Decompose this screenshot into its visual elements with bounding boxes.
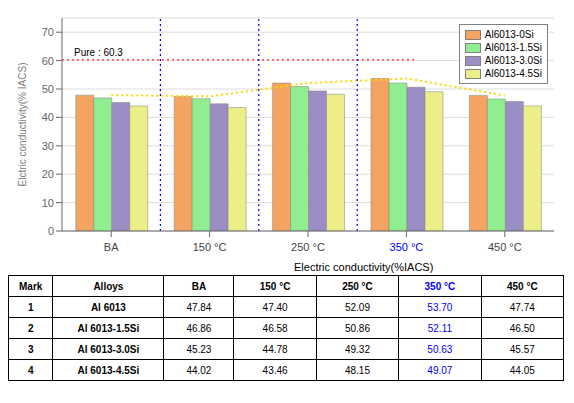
svg-text:30: 30 [42,140,54,152]
html-text:53.70: 53.70 [427,301,453,313]
html-text:Al6013-0Si: Al6013-0Si [484,29,534,40]
html-text:Al 6013-3.0Si: Al 6013-3.0Si [77,343,140,355]
html-text:2: 2 [27,322,34,334]
html-text:46.86: 46.86 [186,322,212,334]
html-text:45.57: 45.57 [509,343,535,355]
html-text:49.07: 49.07 [427,364,453,376]
html-text:47.40: 47.40 [262,301,288,313]
svg-text:250 °C: 250 °C [291,241,325,253]
html-text:4: 4 [27,364,34,376]
svg-text:70: 70 [42,26,54,38]
html-text:Al 6013-4.5Si: Al 6013-4.5Si [77,364,140,376]
svg-text:10: 10 [42,197,54,209]
html-text:Al6013-1.5Si: Al6013-1.5Si [484,42,542,53]
svg-text:20: 20 [42,168,54,180]
html-text:1: 1 [27,301,34,313]
html-text:44.02: 44.02 [186,364,212,376]
html-text:47.74: 47.74 [509,301,535,313]
html-text:48.15: 48.15 [345,364,370,376]
html-text:50.86: 50.86 [345,322,370,334]
html-text:47.84: 47.84 [186,301,212,313]
html-text:150 °C: 150 °C [259,280,291,292]
html-text:Electric conductivity(%IACS): Electric conductivity(%IACS) [294,261,434,273]
html-text:44.78: 44.78 [262,343,288,355]
html-text:44.05: 44.05 [509,364,535,376]
html-text:49.32: 49.32 [345,343,370,355]
html-text:43.46: 43.46 [262,364,288,376]
html-text:45.23: 45.23 [186,343,212,355]
svg-text:150 °C: 150 °C [193,241,227,253]
html-text:Al 6013-1.5Si: Al 6013-1.5Si [77,322,140,334]
svg-text:Elctric conductivity(% IACS): Elctric conductivity(% IACS) [17,63,28,187]
svg-text:450 °C: 450 °C [488,241,522,253]
html-text:Al6013-4.5Si: Al6013-4.5Si [484,68,542,79]
svg-text:Pure : 60.3: Pure : 60.3 [74,47,123,58]
html-text:3: 3 [27,343,34,355]
html-text:Alloys: Alloys [93,280,124,292]
html-text:250 °C: 250 °C [342,280,373,292]
svg-text:60: 60 [42,55,54,67]
svg-text:40: 40 [42,111,54,123]
svg-text:50: 50 [42,83,54,95]
html-text:350 °C: 350 °C [424,280,456,292]
svg-text:BA: BA [104,241,119,253]
html-text:52.11: 52.11 [427,322,452,334]
html-text:Al 6013: Al 6013 [90,301,126,313]
html-text:46.50: 46.50 [509,322,535,334]
html-text:46.58: 46.58 [262,322,288,334]
html-text:BA: BA [191,280,207,292]
html-text:52.09: 52.09 [345,301,370,313]
svg-text:0: 0 [48,225,54,237]
html-text:450 °C: 450 °C [506,280,538,292]
html-text:50.63: 50.63 [427,343,453,355]
svg-text:350 °C: 350 °C [390,241,424,253]
html-text:Mark: Mark [19,280,43,292]
html-text:Al6013-3.0Si: Al6013-3.0Si [484,55,542,66]
